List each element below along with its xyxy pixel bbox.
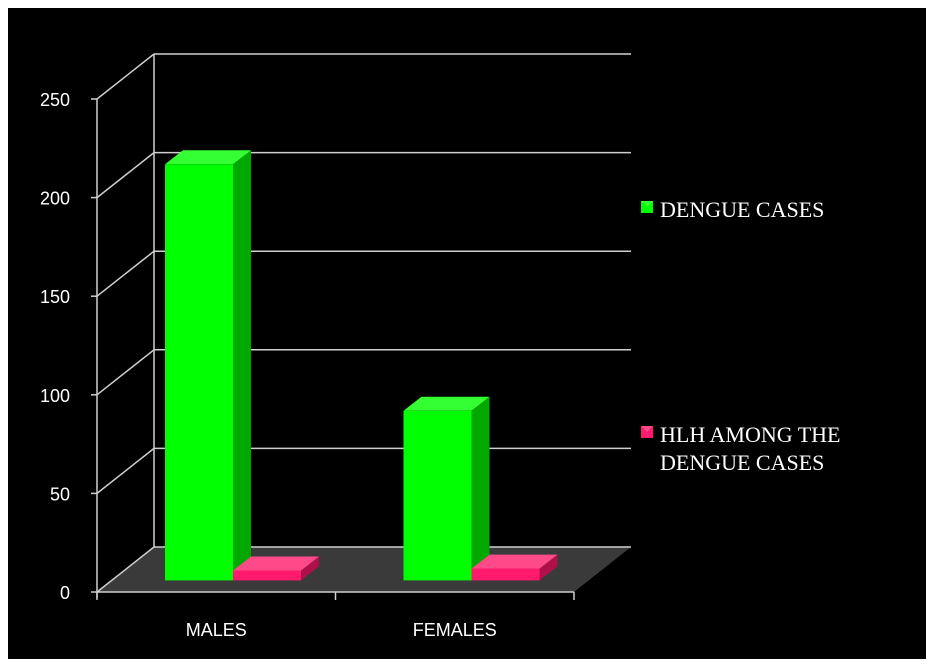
bar-dengue-cases — [165, 164, 233, 581]
bar-dengue-cases-top — [165, 150, 251, 165]
legend-label: HLH AMONG THE DENGUE CASES — [660, 422, 840, 475]
bar-hlh — [471, 568, 540, 581]
y-tick-label: 150 — [40, 287, 70, 307]
legend-swatch-shade — [641, 426, 653, 432]
y-tick-label: 100 — [40, 386, 70, 406]
x-tick-label: FEMALES — [413, 620, 497, 640]
bar-dengue-cases-top — [403, 396, 490, 411]
bar-hlh-top — [233, 556, 319, 571]
gridline-side — [96, 53, 155, 100]
gridline-side — [96, 349, 155, 396]
y-tick-label: 250 — [40, 90, 70, 110]
legend-label: DENGUE CASES — [660, 197, 824, 222]
bar-hlh-top — [471, 554, 558, 569]
gridline-side — [96, 546, 155, 593]
bar-dengue-cases-side — [471, 396, 490, 581]
bar-hlh — [233, 570, 301, 581]
bar-dengue-cases — [403, 410, 472, 581]
legend-label-line: DENGUE CASES — [660, 450, 824, 475]
y-tick-label: 50 — [50, 484, 70, 504]
legend-label-line: HLH AMONG THE — [660, 422, 840, 447]
x-tick-label: MALES — [186, 620, 247, 640]
legend-label-line: DENGUE CASES — [660, 197, 824, 222]
legend-swatch-shade — [641, 201, 653, 207]
bar-hlh-side — [301, 556, 319, 581]
bar-dengue-cases-side — [233, 150, 251, 581]
bar-hlh-side — [539, 554, 558, 581]
gridline-side — [96, 152, 155, 199]
y-tick-label: 0 — [60, 583, 70, 603]
gridline-side — [96, 250, 155, 297]
gridline-side — [96, 447, 155, 494]
y-tick-label: 200 — [40, 189, 70, 209]
